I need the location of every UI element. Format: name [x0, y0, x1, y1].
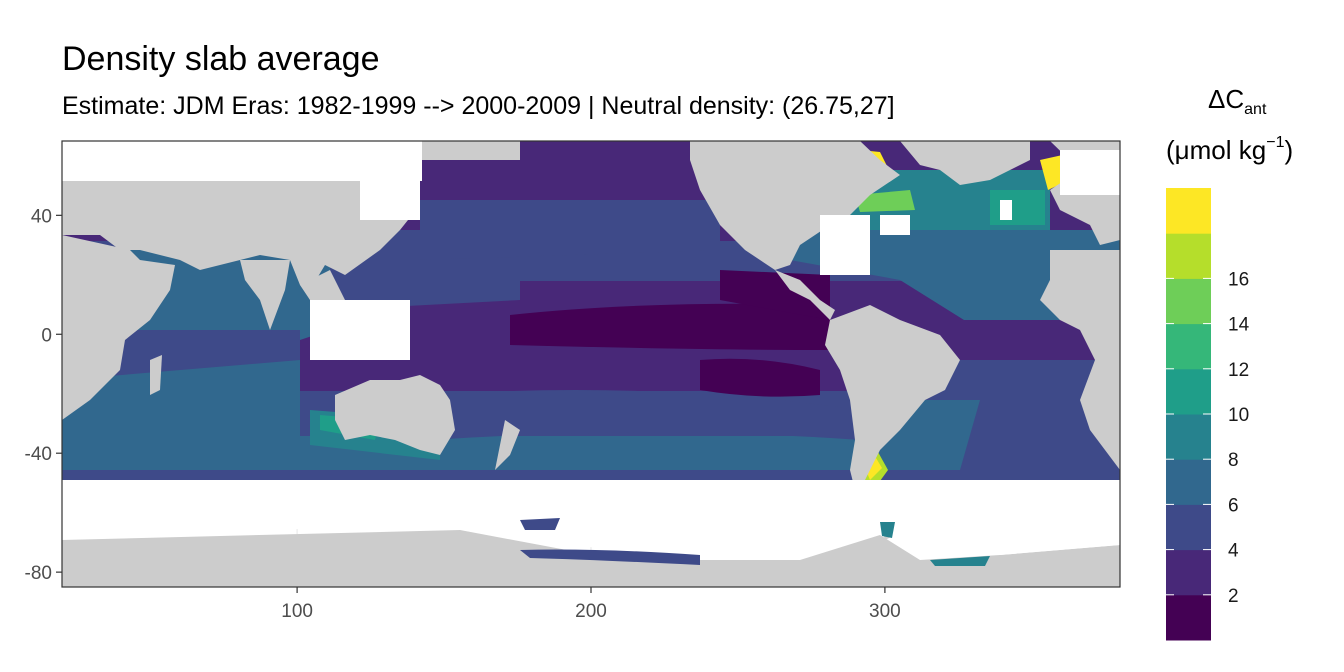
x-tick-label: 100 — [281, 601, 313, 622]
no-data-patch — [1060, 150, 1120, 195]
legend-break-label: 8 — [1228, 450, 1239, 471]
land-madagascar — [150, 355, 162, 395]
x-tick-label: 300 — [869, 601, 901, 622]
ocean-antarctic-shelf-ross — [520, 549, 700, 565]
no-data-patch — [820, 215, 870, 275]
legend-title-sub: ant — [1244, 101, 1267, 118]
legend-break-label: 16 — [1228, 269, 1249, 290]
legend-break-label: 4 — [1228, 541, 1239, 562]
legend-break-label: 10 — [1228, 405, 1249, 426]
legend-title-main: ΔC — [1208, 84, 1245, 114]
ocean-labrador-green — [855, 190, 915, 212]
x-axis: 100 200 300 — [281, 587, 901, 622]
land-africa — [62, 235, 175, 420]
y-tick-label: -80 — [25, 563, 52, 584]
ocean-north-atlantic-warm — [990, 190, 1045, 225]
legend-color-bin — [1166, 278, 1211, 325]
legend-labels: 2 4 6 8 10 12 14 16 — [1166, 269, 1250, 607]
ocean-south-pacific-band — [430, 390, 860, 440]
legend-color-bin — [1166, 188, 1211, 234]
no-data-patches — [62, 141, 1120, 360]
land-west-africa — [1040, 250, 1120, 470]
ocean-north-pacific-band — [420, 200, 720, 260]
legend-break-label: 2 — [1228, 586, 1239, 607]
map-layer — [62, 141, 1120, 587]
legend-unit-post: ) — [1284, 135, 1294, 165]
legend-title-unit: (μmol kg−1) — [1166, 134, 1293, 166]
land-central-america — [775, 270, 835, 320]
legend-title-quantity: ΔCant — [1208, 84, 1266, 119]
land-new-zealand — [495, 420, 520, 470]
legend-unit-sup: −1 — [1266, 134, 1285, 151]
chart-title: Density slab average — [62, 40, 380, 78]
ocean-equatorial-core — [510, 303, 830, 350]
legend-color-bin — [1166, 323, 1211, 370]
legend-color-bin — [1166, 594, 1211, 641]
plot-panel — [61, 140, 1121, 588]
no-data-patch — [880, 215, 910, 235]
ocean-north-atlantic — [790, 230, 1120, 330]
no-data-southern-band — [62, 480, 1120, 555]
ocean-east-pacific-core — [700, 358, 820, 397]
legend-colorbar — [1166, 188, 1211, 641]
legend-color-bin — [1166, 368, 1211, 415]
no-data-patch — [360, 180, 420, 220]
land-greenland — [900, 141, 1030, 185]
ocean-patagonia-yellow — [866, 458, 882, 480]
y-axis: 40 0 -40 -80 — [25, 206, 62, 584]
land-australia — [335, 375, 455, 455]
legend-color-bin — [1166, 504, 1211, 551]
legend-unit-pre: (μmol kg — [1166, 135, 1267, 165]
legend-break-label: 6 — [1228, 495, 1239, 516]
ocean-antarctic-shelf-east — [520, 518, 560, 530]
y-tick-label: -40 — [25, 444, 52, 465]
legend-color-bin — [1166, 414, 1211, 460]
land-india — [240, 260, 290, 330]
legend-color-bin — [1166, 549, 1211, 596]
no-data-patch — [62, 141, 422, 181]
land-south-america — [825, 305, 960, 490]
land-north-america — [690, 141, 900, 270]
no-data-patch — [1000, 200, 1012, 220]
y-tick-label: 40 — [31, 206, 52, 227]
no-data-patch — [310, 300, 410, 360]
legend-color-bin — [1166, 233, 1211, 279]
ocean-antarctic-shelf-weddell-east — [930, 556, 990, 566]
legend-break-label: 12 — [1228, 360, 1249, 381]
y-tick-label: 0 — [41, 325, 52, 346]
ocean-tropical-atlantic — [930, 320, 1120, 360]
x-tick-label: 200 — [575, 601, 607, 622]
chart-subtitle: Estimate: JDM Eras: 1982-1999 --> 2000-2… — [62, 92, 895, 120]
ocean-antarctic-shelf-weddell — [880, 522, 895, 538]
legend-color-bin — [1166, 459, 1211, 505]
legend-break-label: 14 — [1228, 315, 1250, 336]
